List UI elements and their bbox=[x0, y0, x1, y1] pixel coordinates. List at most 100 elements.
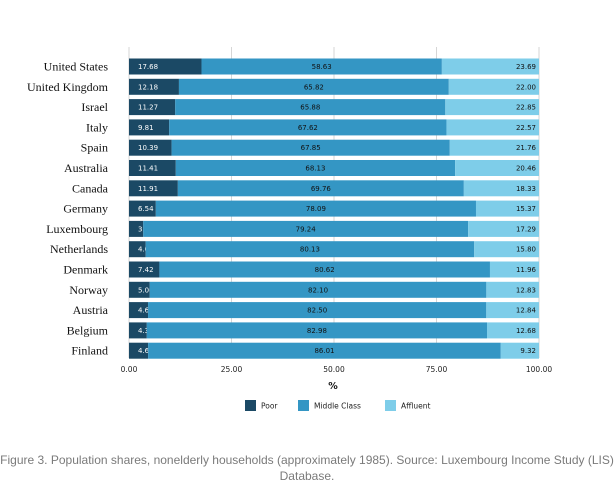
legend-swatch bbox=[245, 400, 256, 411]
category-label: Finland bbox=[71, 344, 108, 358]
bar-segment bbox=[143, 220, 469, 237]
bar-segment bbox=[171, 139, 450, 156]
category-label: Italy bbox=[86, 120, 108, 134]
legend-swatch bbox=[298, 400, 309, 411]
bar-segment bbox=[178, 78, 449, 95]
bar-segment bbox=[159, 261, 490, 278]
bar-segment bbox=[177, 180, 464, 197]
x-axis-title: % bbox=[328, 381, 338, 392]
bar-segment bbox=[129, 241, 146, 258]
bar-segment bbox=[489, 261, 539, 278]
category-label: United States bbox=[44, 60, 109, 74]
bar-value-label: 69.76 bbox=[311, 185, 332, 193]
bar-segment bbox=[486, 281, 539, 298]
bar-segment bbox=[146, 322, 488, 339]
bar-value-label: 12.68 bbox=[516, 327, 536, 335]
legend-swatch bbox=[385, 400, 396, 411]
category-label: Luxembourg bbox=[46, 222, 108, 236]
stacked-bar-chart: 17.68 58.63 23.69 12.18 65.82 22.00 11.27 65.88… bbox=[27, 47, 553, 411]
bar-value-label: 67.85 bbox=[301, 144, 321, 152]
bar-segment bbox=[129, 200, 156, 217]
bar-segment bbox=[201, 58, 442, 75]
category-label: Belgium bbox=[67, 323, 109, 337]
bar-value-label: 17.68 bbox=[138, 63, 158, 71]
bar-segment bbox=[129, 302, 149, 319]
category-label: Austria bbox=[73, 303, 109, 317]
bar-value-label: 15.37 bbox=[516, 205, 536, 213]
bar-value-label: 23.69 bbox=[516, 63, 536, 71]
bar-value-label: 5.06 bbox=[138, 286, 154, 294]
bar-value-label: 79.24 bbox=[296, 225, 317, 233]
x-tick-label: 0.00 bbox=[121, 365, 138, 374]
bar-value-label: 15.80 bbox=[516, 246, 536, 254]
bar-value-label: 4.34 bbox=[138, 327, 154, 335]
bar-value-label: 58.63 bbox=[312, 63, 332, 71]
bars: 17.68 58.63 23.69 12.18 65.82 22.00 11.27 65.88… bbox=[129, 58, 539, 359]
category-label: Denmark bbox=[63, 263, 108, 277]
bar-value-label: 80.13 bbox=[300, 246, 320, 254]
bar-value-label: 11.91 bbox=[138, 185, 158, 193]
category-label: Spain bbox=[81, 141, 108, 155]
bar-value-label: 6.54 bbox=[138, 205, 154, 213]
bar-value-label: 20.46 bbox=[516, 165, 537, 173]
bar-segment bbox=[449, 139, 539, 156]
bar-segment bbox=[129, 58, 202, 75]
x-tick-label: 25.00 bbox=[221, 365, 243, 374]
bar-value-label: 12.18 bbox=[138, 83, 158, 91]
category-labels: United States United Kingdom Israel Italy Sp… bbox=[27, 60, 109, 358]
x-tick-label: 75.00 bbox=[426, 365, 448, 374]
bar-segment bbox=[129, 139, 172, 156]
bar-value-label: 67.62 bbox=[298, 124, 318, 132]
bar-segment bbox=[455, 160, 539, 176]
bar-value-label: 82.98 bbox=[307, 327, 327, 335]
bar-value-label: 82.50 bbox=[307, 307, 327, 315]
category-label: Australia bbox=[64, 161, 109, 175]
bar-value-label: 78.09 bbox=[306, 205, 326, 213]
category-label: Israel bbox=[81, 100, 108, 114]
bar-value-label: 11.41 bbox=[138, 165, 158, 173]
bar-value-label: 11.27 bbox=[138, 104, 158, 112]
bar-segment bbox=[486, 302, 539, 319]
bar-segment bbox=[148, 342, 501, 359]
bar-value-label: 4.65 bbox=[138, 307, 154, 315]
bar-segment bbox=[500, 342, 539, 359]
bar-value-label: 65.88 bbox=[300, 104, 320, 112]
bar-segment bbox=[129, 322, 147, 339]
figure-caption: Figure 3. Population shares, nonelderly … bbox=[0, 453, 614, 483]
category-label: Norway bbox=[69, 283, 108, 297]
category-label: Germany bbox=[63, 202, 108, 216]
bar-value-label: 12.84 bbox=[516, 307, 537, 315]
bar-segment bbox=[463, 180, 539, 197]
bar-segment bbox=[149, 281, 487, 298]
bar-value-label: 22.00 bbox=[516, 83, 536, 91]
bar-segment bbox=[129, 261, 160, 278]
legend-label: Poor bbox=[261, 402, 278, 411]
bar-segment bbox=[155, 200, 476, 217]
bar-segment bbox=[474, 241, 539, 258]
bar-segment bbox=[468, 220, 539, 237]
bar-value-label: 7.42 bbox=[138, 266, 154, 274]
bar-value-label: 68.13 bbox=[305, 165, 325, 173]
bar-segment bbox=[129, 281, 150, 298]
bar-segment bbox=[446, 119, 539, 136]
bar-segment bbox=[441, 58, 539, 75]
bar-value-label: 18.33 bbox=[516, 185, 536, 193]
bar-value-label: 11.96 bbox=[516, 266, 537, 274]
x-axis-ticks: 0.00 25.00 50.00 75.00 100.00 bbox=[121, 365, 553, 374]
bar-segment bbox=[175, 99, 446, 116]
bar-segment bbox=[448, 78, 539, 95]
bar-value-label: 4.67 bbox=[138, 347, 154, 355]
bar-value-label: 22.85 bbox=[516, 104, 536, 112]
bar-segment bbox=[129, 78, 179, 95]
bar-segment bbox=[129, 119, 170, 136]
category-label: Canada bbox=[72, 181, 109, 195]
bar-segment bbox=[175, 160, 456, 176]
bar-segment bbox=[129, 220, 144, 237]
bar-value-label: 22.57 bbox=[516, 124, 536, 132]
category-label: United Kingdom bbox=[27, 80, 109, 94]
bar-value-label: 17.29 bbox=[516, 225, 536, 233]
bar-segment bbox=[145, 241, 475, 258]
category-label: Netherlands bbox=[50, 242, 108, 256]
bar-value-label: 21.76 bbox=[516, 144, 537, 152]
bar-value-label: 82.10 bbox=[308, 286, 328, 294]
